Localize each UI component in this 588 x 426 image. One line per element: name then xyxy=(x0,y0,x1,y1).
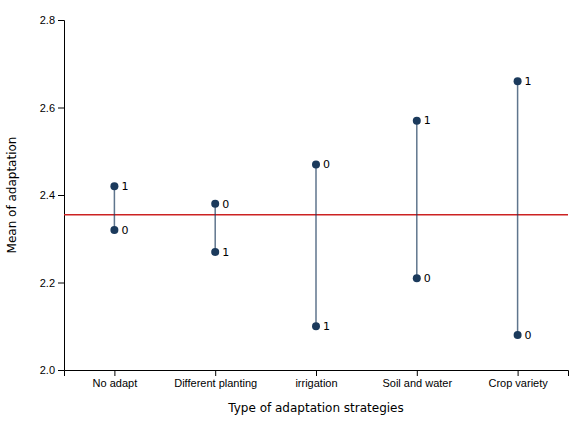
point-label: 1 xyxy=(424,114,431,127)
point-label: 0 xyxy=(323,158,330,171)
x-tick-mark xyxy=(114,370,115,376)
y-axis-title: Mean of adaptation xyxy=(5,137,19,254)
x-axis: No adapt Different planting irrigation Soil… xyxy=(65,370,569,389)
connector xyxy=(114,186,116,230)
y-axis: 2.0 2.2 2.4 2.6 2.8 xyxy=(40,14,65,376)
x-tick-label: No adapt xyxy=(93,377,138,389)
point-labels: 0 1 1 0 0 1 0 0 1 1 xyxy=(121,75,531,342)
y-tick-label: 2.2 xyxy=(40,277,55,289)
connector xyxy=(315,164,317,326)
y-tick: 2.6 xyxy=(40,102,64,114)
dot xyxy=(312,160,320,168)
y-axis-line xyxy=(58,21,65,371)
plot: 2.0 2.2 2.4 2.6 2.8 No adapt Different plantin… xyxy=(40,14,569,389)
y-tick: 2.0 xyxy=(40,364,64,376)
dot xyxy=(211,248,219,256)
y-tick-label: 2.6 xyxy=(40,102,55,114)
x-axis-line xyxy=(65,371,569,377)
connector xyxy=(416,121,418,279)
y-tick-label: 2.8 xyxy=(40,14,55,26)
connector xyxy=(214,204,216,252)
x-tick-mark xyxy=(518,370,519,376)
point-label: 0 xyxy=(121,224,128,237)
y-tick: 2.8 xyxy=(40,14,64,26)
dot xyxy=(211,200,219,208)
y-tick: 2.4 xyxy=(40,189,64,201)
point-label: 1 xyxy=(121,180,128,193)
point-label: 0 xyxy=(222,198,229,211)
x-tick-mark xyxy=(417,370,418,376)
y-tick-mark xyxy=(58,108,64,109)
point-label: 0 xyxy=(525,329,532,342)
y-tick: 2.2 xyxy=(40,277,64,289)
dot xyxy=(413,274,421,282)
chart: 2.0 2.2 2.4 2.6 2.8 No adapt Different plantin… xyxy=(0,0,588,426)
x-tick-label: Soil and water xyxy=(382,377,452,389)
point-label: 1 xyxy=(323,320,330,333)
connector xyxy=(517,81,519,335)
x-tick: No adapt xyxy=(93,370,138,389)
x-tick: Different planting xyxy=(174,370,257,389)
x-tick: irrigation xyxy=(295,370,337,389)
y-tick-label: 2.0 xyxy=(40,364,55,376)
dot xyxy=(110,182,118,190)
y-tick-mark xyxy=(58,20,64,21)
y-tick-label: 2.4 xyxy=(40,189,55,201)
dot xyxy=(514,77,522,85)
dot xyxy=(312,322,320,330)
x-tick-mark xyxy=(316,370,317,376)
x-axis-title: Type of adaptation strategies xyxy=(227,401,403,415)
marks xyxy=(64,77,568,339)
x-tick-label: irrigation xyxy=(295,377,337,389)
dot xyxy=(514,331,522,339)
x-tick-mark xyxy=(215,370,216,376)
point-label: 0 xyxy=(424,272,431,285)
x-tick: Soil and water xyxy=(382,370,452,389)
x-tick-label: Different planting xyxy=(174,377,257,389)
x-tick-label: Crop variety xyxy=(488,377,548,389)
y-tick-mark xyxy=(58,283,64,284)
point-label: 1 xyxy=(222,246,229,259)
dot xyxy=(413,117,421,125)
y-tick-mark xyxy=(58,370,64,371)
dot xyxy=(110,226,118,234)
y-tick-mark xyxy=(58,195,64,196)
point-label: 1 xyxy=(525,75,532,88)
x-tick: Crop variety xyxy=(488,370,548,389)
